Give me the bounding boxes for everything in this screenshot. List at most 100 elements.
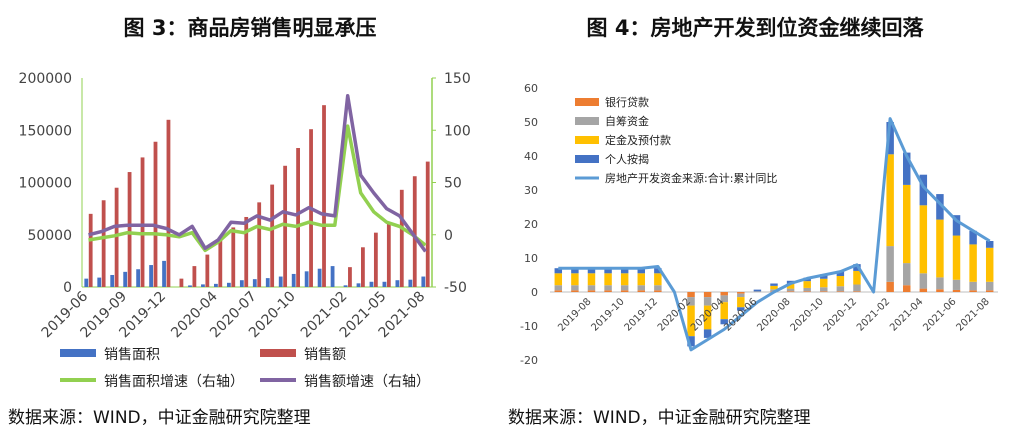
bar-deposit-prepay — [654, 273, 662, 286]
bar-self-raised — [886, 246, 894, 282]
bar-mortgage — [554, 268, 563, 274]
y-tick-label: 60 — [524, 82, 538, 95]
bar-deposit-prepay — [836, 276, 845, 287]
bar-sales-amount — [257, 202, 262, 287]
bar-sales-amount — [140, 157, 145, 287]
bar-mortgage — [836, 270, 845, 277]
legend-swatch — [575, 136, 599, 144]
bar-mortgage — [985, 241, 994, 248]
y-tick-label: 0 — [531, 286, 538, 299]
legend-label: 销售额增速（右轴） — [304, 374, 430, 390]
right-y-tick-label: 150 — [444, 71, 471, 87]
bar-mortgage — [770, 283, 778, 286]
bar-sales-area — [201, 284, 205, 287]
bar-sales-amount — [88, 213, 93, 287]
bar-self-raised — [803, 287, 811, 292]
bar-self-raised — [703, 297, 712, 306]
legend-label: 销售面积增速（右轴） — [104, 374, 244, 390]
bar-sales-amount — [348, 267, 352, 287]
bar-self-raised — [687, 297, 695, 306]
right-y-tick-label: 100 — [444, 123, 471, 139]
bar-sales-area — [343, 285, 348, 287]
bar-mortgage — [753, 289, 762, 292]
bar-bank-loan — [803, 291, 811, 292]
bar-self-raised — [753, 291, 762, 292]
bar-bank-loan — [969, 290, 977, 292]
bar-sales-area — [356, 283, 361, 287]
bar-sales-area — [278, 276, 283, 287]
bar-bank-loan — [620, 290, 629, 292]
bar-self-raised — [969, 281, 977, 291]
bar-mortgage — [654, 268, 662, 274]
source-note: 数据来源：WIND，中证金融研究院整理 — [8, 408, 311, 428]
legend-label: 银行贷款 — [605, 95, 649, 109]
legend-swatch — [575, 117, 599, 125]
bar-self-raised — [737, 293, 745, 298]
bar-deposit-prepay — [936, 219, 944, 278]
bar-self-raised — [853, 284, 861, 292]
bar-deposit-prepay — [571, 273, 579, 286]
bar-sales-area — [149, 265, 153, 287]
bar-self-raised — [770, 289, 778, 292]
x-tick-label: 2020-08 — [755, 296, 792, 333]
bar-deposit-prepay — [853, 270, 861, 285]
y-tick-label: 40 — [524, 150, 538, 163]
right-y-tick-label: 50 — [444, 176, 462, 192]
bar-deposit-prepay — [952, 235, 961, 280]
bar-bank-loan — [853, 291, 861, 292]
bar-bank-loan — [919, 288, 928, 292]
x-tick-label: 2019-08 — [556, 296, 593, 333]
bar-sales-area — [226, 282, 231, 287]
bar-deposit-prepay — [803, 281, 811, 288]
bar-bank-loan — [587, 290, 596, 292]
bar-self-raised — [820, 287, 828, 292]
chart-title: 图 3：商品房销售明显承压 — [123, 16, 377, 40]
bar-sales-area — [265, 278, 270, 287]
legend-label: 定金及预付款 — [605, 133, 671, 147]
bar-deposit-prepay — [903, 184, 911, 264]
bar-deposit-prepay — [969, 244, 977, 282]
bar-sales-area — [97, 277, 102, 287]
bar-deposit-prepay — [720, 302, 728, 320]
bar-deposit-prepay — [985, 247, 994, 282]
bar-bank-loan — [903, 285, 911, 292]
chart-title: 图 4：房地产开发到位资金继续回落 — [586, 16, 924, 40]
x-tick-label: 2019-10 — [589, 296, 626, 333]
bar-sales-amount — [386, 222, 391, 287]
bar-bank-loan — [637, 290, 645, 292]
bar-mortgage — [703, 329, 712, 338]
bar-self-raised — [654, 285, 662, 291]
line-amount-growth — [88, 94, 427, 253]
bar-self-raised — [554, 285, 563, 291]
bar-sales-amount — [361, 247, 365, 287]
bar-bank-loan — [786, 291, 795, 292]
bar-deposit-prepay — [919, 205, 928, 274]
line-total-funding-growth — [558, 117, 991, 352]
bar-sales-area — [162, 260, 166, 287]
bar-sales-area — [136, 269, 141, 287]
bar-sales-amount — [101, 200, 106, 287]
bar-bank-loan — [820, 291, 828, 292]
y-tick-label: -20 — [520, 354, 538, 367]
bar-sales-area — [382, 281, 387, 287]
left-y-tick-label: 200000 — [19, 71, 72, 87]
bar-bank-loan — [554, 290, 563, 292]
left-y-tick-label: 150000 — [19, 123, 72, 139]
bar-sales-area — [84, 278, 89, 287]
bar-mortgage — [637, 268, 645, 274]
x-tick-label: 2021-08 — [954, 296, 991, 333]
bar-bank-loan — [703, 292, 712, 298]
bar-sales-amount — [218, 239, 223, 287]
bar-self-raised — [936, 277, 944, 290]
bar-deposit-prepay — [786, 283, 795, 289]
left-y-tick-label: 100000 — [19, 176, 72, 192]
bar-bank-loan — [720, 292, 728, 296]
bar-self-raised — [587, 285, 596, 291]
bar-sales-amount — [166, 119, 171, 287]
x-tick-label: 2021-06 — [921, 296, 958, 333]
bar-self-raised — [604, 285, 612, 291]
source-note: 数据来源：WIND，中证金融研究院整理 — [508, 408, 811, 428]
bar-deposit-prepay — [587, 273, 596, 286]
legend-swatch — [60, 349, 96, 357]
bar-deposit-prepay — [770, 285, 778, 290]
